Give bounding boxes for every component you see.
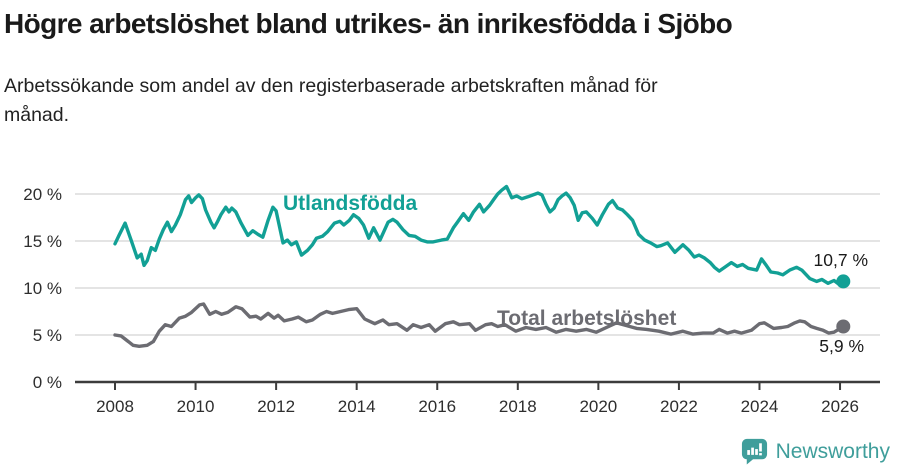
x-tick-label: 2010 bbox=[177, 397, 215, 416]
newsworthy-wordmark: Newsworthy bbox=[775, 439, 890, 463]
x-tick-label: 2020 bbox=[579, 397, 617, 416]
y-tick-label: 0 % bbox=[33, 373, 62, 392]
x-tick-label: 2016 bbox=[418, 397, 456, 416]
x-tick-label: 2022 bbox=[660, 397, 698, 416]
series-line-total-arbetsloshet bbox=[113, 302, 845, 348]
y-tick-label: 10 % bbox=[23, 279, 62, 298]
endpoint-dot-total-arbetsloshet bbox=[836, 319, 851, 334]
series-line-utlandsfodda bbox=[113, 184, 845, 286]
x-tick-label: 2008 bbox=[96, 397, 134, 416]
x-tick-label: 2012 bbox=[257, 397, 295, 416]
bar-chart-speech-bubble-icon bbox=[740, 437, 769, 466]
x-tick-label: 2018 bbox=[499, 397, 537, 416]
y-tick-label: 5 % bbox=[33, 326, 62, 345]
x-tick-label: 2026 bbox=[821, 397, 859, 416]
newsworthy-logo[interactable]: Newsworthy bbox=[740, 437, 890, 466]
end-value-utlandsfodda: 10,7 % bbox=[813, 250, 868, 270]
series-label-utlandsfodda: Utlandsfödda bbox=[283, 192, 418, 215]
x-tick-label: 2024 bbox=[741, 397, 779, 416]
series-label-total-arbetsloshet: Total arbetslöshet bbox=[497, 307, 677, 330]
y-tick-label: 20 % bbox=[23, 185, 62, 204]
chart-title: Högre arbetslöshet bland utrikes- än inr… bbox=[4, 8, 733, 39]
end-value-total: 5,9 % bbox=[819, 336, 864, 356]
endpoint-dot-utlandsfodda bbox=[836, 274, 851, 289]
y-tick-label: 15 % bbox=[23, 232, 62, 251]
x-tick-label: 2014 bbox=[338, 397, 376, 416]
chart-subtitle: Arbetssökande som andel av den registerb… bbox=[4, 75, 658, 127]
